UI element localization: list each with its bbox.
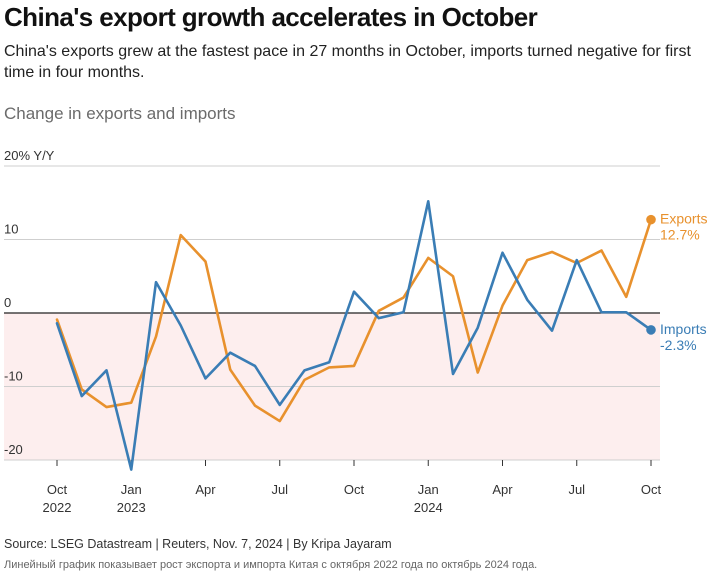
- y-tick-label: 0: [4, 295, 11, 310]
- y-tick-label: -20: [4, 442, 23, 457]
- series-lines: [55, 199, 656, 471]
- exports-end-value-label: 12.7%: [660, 227, 700, 243]
- x-tick-label: Oct: [344, 482, 365, 497]
- x-tick-year-label: 2023: [117, 500, 146, 515]
- exports-series-line: [55, 218, 653, 423]
- x-tick-label: Apr: [195, 482, 216, 497]
- y-axis-labels: 20% Y/Y 10 0 -10 -20: [4, 148, 55, 457]
- x-tick-label: Oct: [641, 482, 662, 497]
- x-tick-label: Jan: [121, 482, 142, 497]
- y-tick-label: -10: [4, 369, 23, 384]
- imports-legend-label: Imports: [660, 321, 707, 337]
- chart-title: China's export growth accelerates in Oct…: [4, 2, 538, 32]
- chart-description: Линейный график показывает рост экспорта…: [4, 559, 538, 571]
- x-tick-year-label: 2024: [414, 500, 443, 515]
- gridlines: [4, 165, 660, 461]
- chart-heading: Change in exports and imports: [4, 104, 236, 123]
- x-tick-year-label: 2022: [43, 500, 72, 515]
- imports-series-line: [55, 199, 653, 471]
- x-tick-label: Jul: [568, 482, 585, 497]
- chart-subtitle: China's exports grew at the fastest pace…: [4, 43, 691, 81]
- x-tick-label: Jul: [271, 482, 288, 497]
- source-note: Source: LSEG Datastream | Reuters, Nov. …: [4, 537, 392, 551]
- x-axis: Oct 2022 Jan 2023 Apr Jul Oct Jan 2024 Apr Jul Oct: [43, 460, 662, 515]
- imports-end-value-label: -2.3%: [660, 337, 697, 353]
- exports-legend-label: Exports: [660, 211, 707, 227]
- y-tick-label: 10: [4, 222, 18, 237]
- exports-end-point: [646, 214, 656, 225]
- x-tick-label: Apr: [492, 482, 513, 497]
- y-tick-label: 20% Y/Y: [4, 148, 55, 163]
- x-tick-label: Jan: [418, 482, 439, 497]
- x-tick-label: Oct: [47, 482, 68, 497]
- imports-end-point: [646, 325, 656, 335]
